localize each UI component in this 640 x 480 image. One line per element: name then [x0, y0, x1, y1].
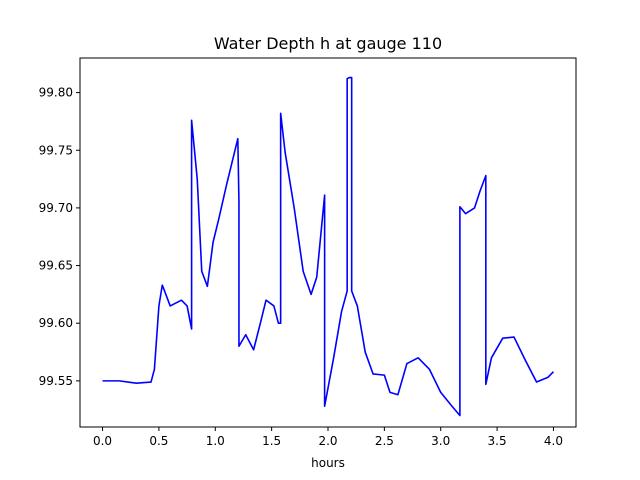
x-tick-label: 1.5	[262, 434, 281, 448]
x-tick-label: 0.5	[149, 434, 168, 448]
x-tick-label: 2.0	[318, 434, 337, 448]
x-tick-label: 3.0	[431, 434, 450, 448]
y-tick-label: 99.80	[39, 86, 73, 100]
x-axis-label: hours	[311, 456, 345, 470]
x-tick-label: 3.5	[488, 434, 507, 448]
x-tick-label: 4.0	[544, 434, 563, 448]
y-tick-label: 99.55	[39, 374, 73, 388]
series-line	[102, 76, 555, 417]
x-axis: 0.0 0.5 1.0 1.5 2.0 2.5 3.0 3.5 4.0	[93, 427, 563, 448]
y-tick-label: 99.75	[39, 143, 73, 157]
y-tick-label: 99.60	[39, 316, 73, 330]
x-tick-label: 1.0	[206, 434, 225, 448]
y-axis: 99.55 99.60 99.65 99.70 99.75 99.80	[39, 86, 80, 388]
x-tick-label: 2.5	[375, 434, 394, 448]
chart-title: Water Depth h at gauge 110	[214, 34, 442, 53]
y-tick-label: 99.65	[39, 259, 73, 273]
y-tick-label: 99.70	[39, 201, 73, 215]
x-tick-label: 0.0	[93, 434, 112, 448]
series-layer	[102, 76, 555, 417]
